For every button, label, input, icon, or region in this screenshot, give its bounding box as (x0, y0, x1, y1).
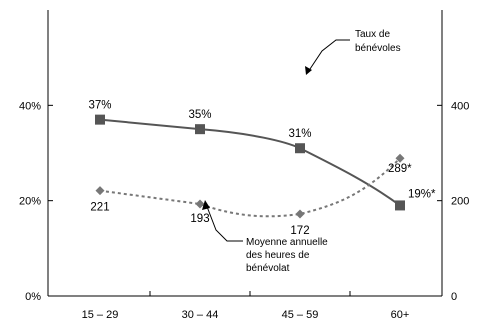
square-marker (195, 124, 205, 135)
left-tick-label: 40% (19, 100, 41, 112)
diamond-marker (395, 153, 405, 163)
rate-annotation-text: bénévoles (355, 43, 401, 54)
hours-annotation-arrow (205, 203, 243, 242)
left-tick-label: 20% (19, 196, 41, 208)
annotations: Taux de bénévoles Moyenne annuelle des heur… (202, 29, 401, 274)
series-lines (99, 118, 401, 218)
series-markers (95, 114, 405, 219)
x-tick-label: 15 – 29 (82, 309, 119, 320)
x-tick-label: 30 – 44 (182, 309, 219, 320)
diamond-marker (295, 209, 305, 219)
diamond-marker (95, 186, 105, 196)
series-volunteer-rate-line (99, 118, 401, 207)
hours-annotation-text: Moyenne annuelle (246, 237, 328, 248)
rate-annotation-arrow (307, 39, 350, 73)
right-tick-label: 200 (451, 196, 469, 208)
hours-annotation-text: bénévolat (246, 263, 290, 274)
hours-data-label: 172 (290, 225, 309, 237)
rate-data-label: 35% (188, 109, 211, 121)
hours-annotation-arrowhead (202, 200, 210, 210)
hours-data-label: 193 (190, 213, 209, 225)
x-tick-label: 45 – 59 (282, 309, 319, 320)
hours-data-label: 221 (90, 202, 109, 214)
rate-data-label: 37% (88, 100, 111, 112)
right-tick-label: 400 (451, 100, 469, 112)
axes: 0% 20% 40% 0 200 400 15 – 29 30 – 44 45 – 59 60+ (19, 10, 469, 320)
square-marker (395, 200, 405, 211)
diamond-marker (195, 199, 205, 209)
right-tick-label: 0 (451, 291, 457, 303)
left-tick-label: 0% (25, 291, 41, 303)
series-annual-hours-line (99, 157, 401, 218)
rate-data-label: 19%* (408, 188, 436, 200)
rate-data-label: 31% (288, 128, 311, 140)
data-labels: 37% 35% 31% 19%* 221 193 172 289* (88, 100, 436, 237)
x-tick-label: 60+ (391, 309, 410, 320)
hours-annotation-text: des heures de (246, 250, 310, 261)
rate-annotation-arrowhead (305, 66, 312, 75)
hours-data-label: 289* (388, 163, 412, 175)
square-marker (295, 143, 305, 154)
rate-annotation-text: Taux de (355, 29, 390, 40)
square-marker (95, 114, 105, 125)
